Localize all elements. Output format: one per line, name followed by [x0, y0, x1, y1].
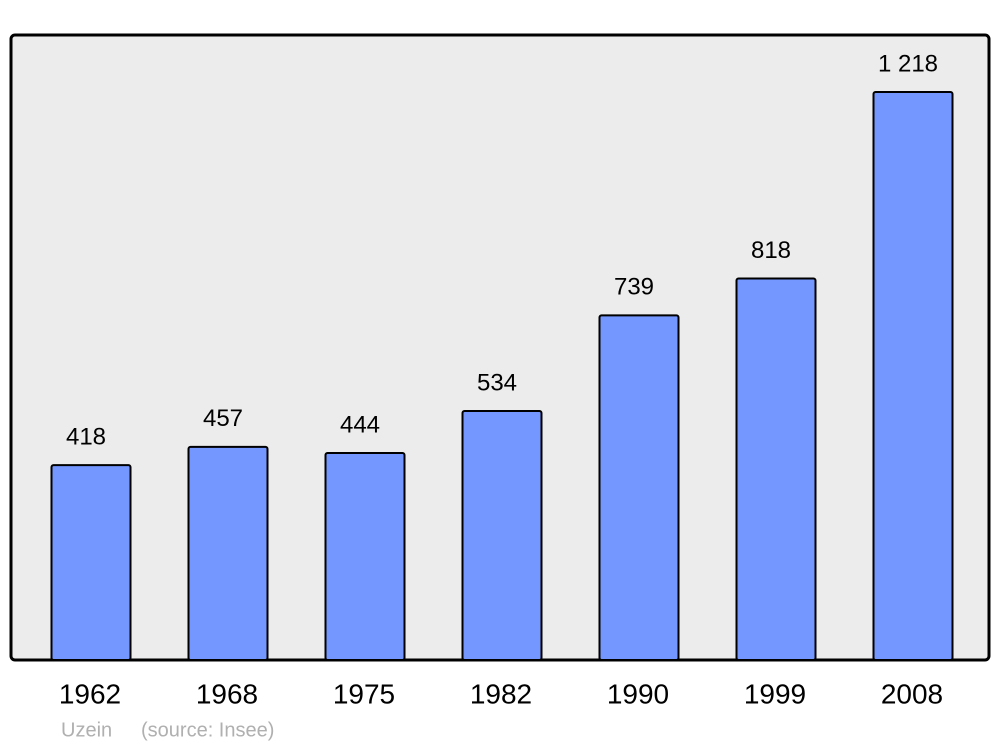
value-label: 534	[477, 369, 517, 396]
value-label: 418	[66, 423, 106, 450]
bar	[50, 464, 132, 662]
value-label: 457	[203, 405, 243, 432]
bar	[872, 91, 954, 661]
x-tick-label: 2008	[881, 678, 943, 709]
bar	[598, 314, 680, 661]
source-note: (source: Insee)	[141, 719, 274, 741]
x-tick-label: 1982	[470, 678, 532, 709]
x-tick-label: 1975	[333, 678, 395, 709]
bar	[187, 445, 269, 661]
value-label: 818	[751, 237, 791, 264]
x-tick-label: 1968	[196, 678, 258, 709]
chart-subtitle: Uzein	[61, 719, 112, 741]
x-tick-label: 1990	[607, 678, 669, 709]
bar	[461, 409, 543, 661]
x-tick-label: 1999	[744, 678, 806, 709]
value-label: 1 218	[878, 50, 938, 77]
value-label: 444	[340, 411, 380, 438]
x-tick-label: 1962	[59, 678, 121, 709]
value-label: 739	[614, 274, 654, 301]
bar	[735, 277, 817, 661]
bar	[324, 451, 406, 661]
